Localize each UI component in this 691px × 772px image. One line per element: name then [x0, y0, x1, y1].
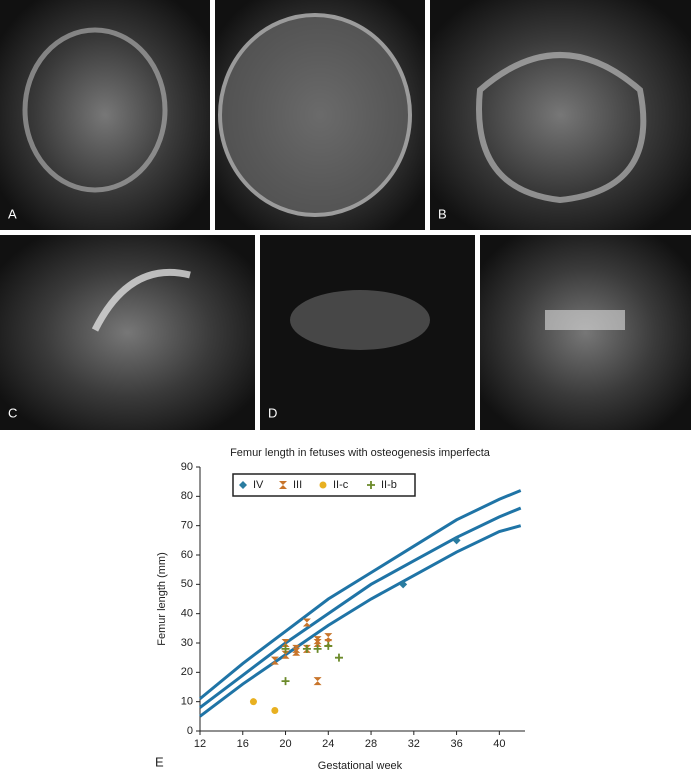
point — [249, 698, 257, 706]
x-tick-label: 36 — [450, 738, 462, 750]
y-tick-label: 0 — [187, 725, 193, 737]
point — [271, 706, 279, 714]
image-a — [0, 0, 210, 230]
y-tick-label: 20 — [181, 666, 193, 678]
reference-curve — [199, 524, 522, 718]
point — [281, 677, 290, 686]
point — [334, 653, 343, 662]
y-axis-label: Femur length (mm) — [156, 552, 168, 646]
legend-label: II-c — [333, 479, 349, 491]
x-tick-label: 40 — [493, 738, 505, 750]
legend-marker — [239, 481, 247, 489]
y-tick-label: 60 — [181, 549, 193, 561]
x-tick-label: 16 — [237, 738, 249, 750]
legend-label: II-b — [381, 479, 397, 491]
x-axis-label: Gestational week — [318, 760, 403, 772]
y-tick-label: 80 — [181, 490, 193, 502]
chart-title: Femur length in fetuses with osteogenesi… — [230, 447, 491, 459]
y-tick-label: 70 — [181, 520, 193, 532]
legend-marker — [319, 481, 327, 489]
x-tick-label: 32 — [408, 738, 420, 750]
x-tick-label: 24 — [322, 738, 334, 750]
panel-label: E — [155, 754, 164, 769]
x-tick-label: 20 — [279, 738, 291, 750]
point — [281, 639, 290, 647]
legend-label: IV — [253, 479, 264, 491]
y-tick-label: 40 — [181, 608, 193, 620]
point — [270, 656, 279, 665]
x-tick-label: 12 — [194, 738, 206, 750]
panel-label: B — [438, 206, 447, 221]
legend-label: III — [293, 479, 302, 491]
point — [399, 580, 408, 589]
point — [292, 647, 301, 656]
reference-curve — [199, 506, 522, 709]
legend-marker — [279, 481, 287, 489]
point — [324, 641, 333, 650]
panel-label: C — [8, 405, 17, 420]
legend-marker — [367, 481, 375, 489]
point — [313, 644, 322, 653]
panel-label: A — [8, 206, 17, 221]
ultrasound-images — [0, 0, 691, 430]
point — [302, 644, 311, 653]
image-b — [430, 0, 691, 230]
image-d2 — [480, 235, 691, 430]
image-c — [0, 235, 255, 430]
y-tick-label: 10 — [181, 696, 193, 708]
point — [302, 618, 311, 627]
y-tick-label: 50 — [181, 578, 193, 590]
reference-curve — [199, 489, 522, 700]
y-tick-label: 30 — [181, 637, 193, 649]
point — [313, 677, 322, 686]
point — [313, 639, 322, 647]
x-tick-label: 28 — [365, 738, 377, 750]
panel-label: D — [268, 405, 277, 420]
point — [281, 650, 290, 659]
y-tick-label: 90 — [181, 461, 193, 473]
point — [281, 644, 290, 653]
point — [452, 536, 461, 545]
